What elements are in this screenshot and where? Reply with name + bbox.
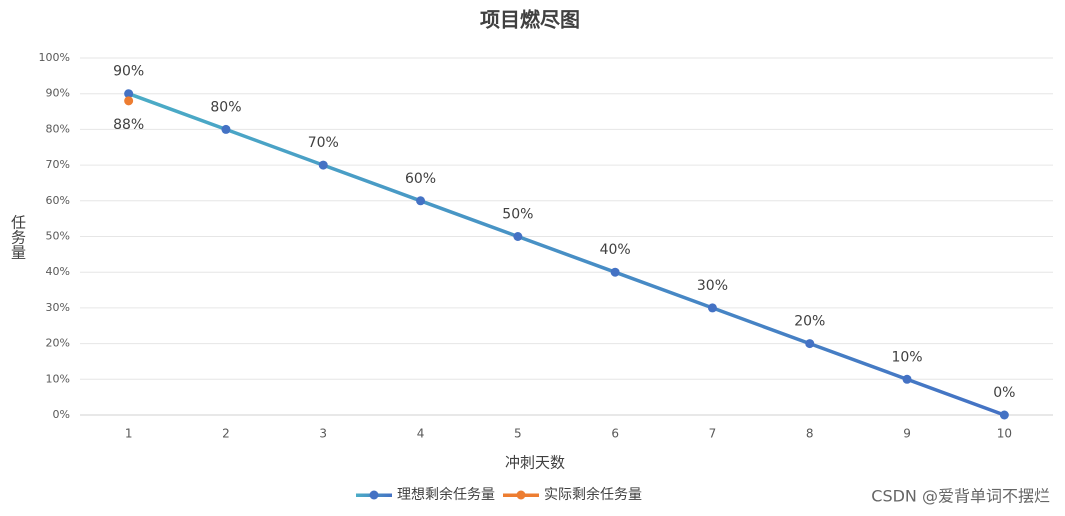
data-point <box>902 374 912 384</box>
legend-label: 理想剩余任务量 <box>397 486 495 503</box>
x-tick-label: 5 <box>514 427 522 441</box>
x-tick-label: 3 <box>319 427 327 441</box>
data-point <box>124 96 134 106</box>
data-label: 50% <box>502 207 533 223</box>
x-tick-label: 8 <box>806 427 814 441</box>
series-line <box>128 92 1005 417</box>
data-point <box>707 303 717 313</box>
y-tick-label: 90% <box>46 87 70 100</box>
y-tick-label: 70% <box>46 158 70 171</box>
data-point <box>124 89 134 99</box>
data-point <box>610 267 620 277</box>
data-label: 88% <box>113 117 144 133</box>
legend-label: 实际剩余任务量 <box>544 486 642 503</box>
x-tick-label: 9 <box>903 427 911 441</box>
x-tick-label: 6 <box>611 427 619 441</box>
data-point <box>999 410 1009 420</box>
y-axis-label: 任务量 <box>9 215 27 260</box>
watermark: CSDN @爱背单词不摆烂 <box>871 487 1050 506</box>
x-tick-label: 10 <box>997 427 1012 441</box>
x-tick-label: 7 <box>709 427 717 441</box>
x-tick-label: 1 <box>125 427 133 441</box>
data-label: 20% <box>794 314 825 330</box>
data-label: 70% <box>308 135 339 151</box>
y-tick-label: 30% <box>46 301 70 314</box>
x-tick-label: 2 <box>222 427 230 441</box>
y-tick-label: 10% <box>46 372 70 385</box>
data-label: 80% <box>210 99 241 115</box>
legend-marker <box>516 490 526 500</box>
data-point <box>221 124 231 134</box>
legend-marker <box>369 490 379 500</box>
x-tick-label: 4 <box>417 427 425 441</box>
y-tick-label: 40% <box>46 265 70 278</box>
data-point <box>513 232 523 241</box>
data-label: 0% <box>993 385 1015 401</box>
data-label: 60% <box>405 171 436 187</box>
y-tick-label: 50% <box>46 230 70 243</box>
y-tick-label: 80% <box>46 122 70 135</box>
data-label: 30% <box>697 278 728 294</box>
y-tick-label: 0% <box>53 408 70 421</box>
x-axis-label: 冲刺天数 <box>505 454 565 472</box>
data-label: 10% <box>891 349 922 365</box>
y-tick-label: 20% <box>46 337 70 350</box>
data-point <box>416 196 426 206</box>
data-point <box>318 160 328 170</box>
chart-title: 项目燃尽图 <box>480 8 580 32</box>
data-label: 40% <box>600 242 631 258</box>
y-tick-label: 60% <box>46 194 70 207</box>
y-tick-label: 100% <box>39 51 70 64</box>
data-point <box>805 339 815 349</box>
data-label: 90% <box>113 64 144 80</box>
